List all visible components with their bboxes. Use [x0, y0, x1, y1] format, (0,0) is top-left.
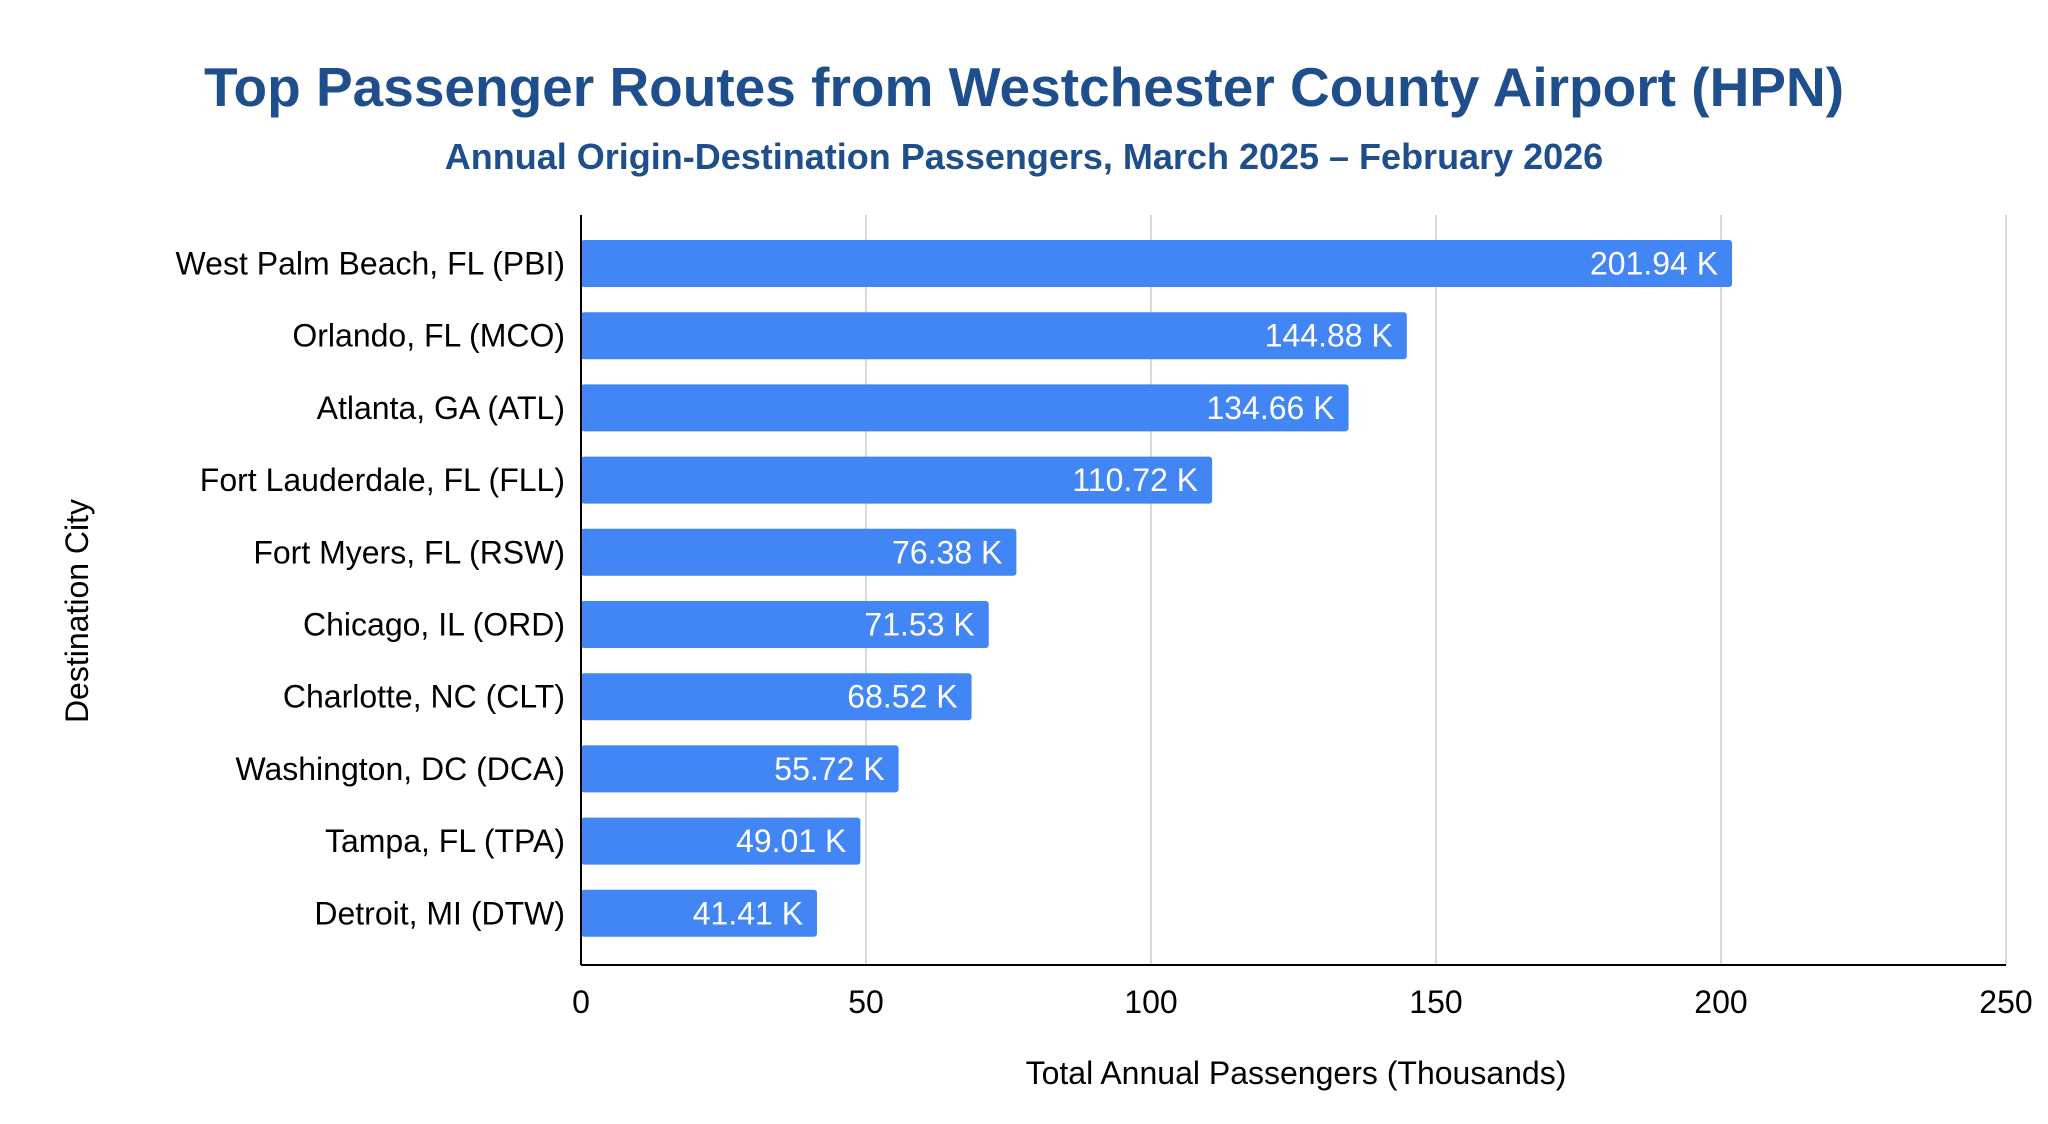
x-tick-label: 100: [1124, 984, 1177, 1020]
bar: [581, 456, 1213, 504]
data-label: 110.72 K: [1072, 462, 1198, 498]
data-label: 41.41 K: [693, 895, 803, 931]
bar: [581, 312, 1407, 360]
bar: [581, 601, 989, 648]
bar: [581, 889, 818, 937]
x-tick-label: 200: [1694, 984, 1747, 1020]
category-label: West Palm Beach, FL (PBI): [176, 246, 565, 282]
chart-subtitle: Annual Origin-Destination Passengers, Ma…: [445, 136, 1603, 177]
bars: [581, 240, 1733, 937]
category-label: Charlotte, NC (CLT): [283, 679, 565, 715]
axes: [580, 215, 2006, 966]
category-label: Detroit, MI (DTW): [314, 895, 565, 931]
category-label: Tampa, FL (TPA): [325, 823, 565, 859]
data-label: 55.72 K: [774, 751, 884, 787]
x-tick-label: 50: [848, 984, 884, 1020]
category-label: Chicago, IL (ORD): [303, 607, 565, 643]
chart-title: Top Passenger Routes from Westchester Co…: [204, 56, 1844, 118]
x-tick-label: 150: [1409, 984, 1462, 1020]
data-label: 134.66 K: [1206, 390, 1334, 426]
data-label: 144.88 K: [1265, 318, 1393, 354]
bar: [581, 384, 1349, 432]
x-tick-label: 0: [572, 984, 590, 1020]
y-axis-title: Destination City: [59, 499, 95, 723]
bar: [581, 673, 972, 721]
data-label: 76.38 K: [892, 534, 1002, 570]
category-label: Orlando, FL (MCO): [292, 318, 565, 354]
category-label: Fort Lauderdale, FL (FLL): [200, 462, 565, 498]
bar: [581, 817, 861, 865]
bar: [581, 240, 1733, 287]
category-label: Fort Myers, FL (RSW): [253, 534, 565, 570]
x-axis-title: Total Annual Passengers (Thousands): [1026, 1055, 1567, 1091]
category-label: Washington, DC (DCA): [235, 751, 565, 787]
data-label: 71.53 K: [864, 607, 974, 643]
x-tick-label: 250: [1979, 984, 2032, 1020]
data-label: 201.94 K: [1590, 246, 1718, 282]
bar: [581, 745, 899, 793]
labels: 0 50 100 150 200 250 West Palm Beach, FL (PBI)…: [176, 246, 2033, 1021]
category-label: Atlanta, GA (ATL): [317, 390, 565, 426]
bar: [581, 528, 1017, 576]
data-label: 68.52 K: [847, 679, 957, 715]
data-label: 49.01 K: [736, 823, 846, 859]
